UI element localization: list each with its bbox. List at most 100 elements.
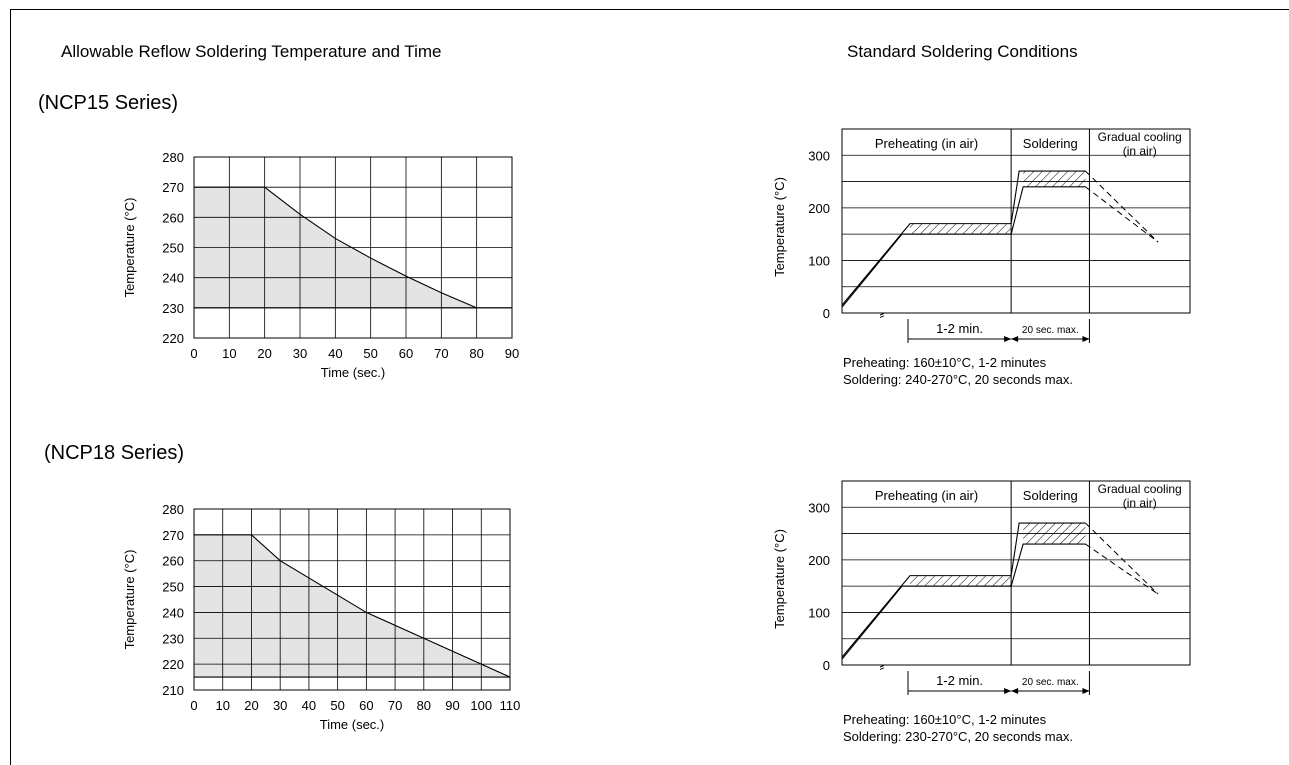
area-chart-2-plot-frame (193, 508, 511, 691)
soldering-diagram-2-cooling-dashed (1085, 522, 1159, 595)
area-chart-2-limit-curve (194, 534, 511, 678)
area-chart-2-ytick-label: 270 (162, 528, 184, 543)
area-chart-1-xtick-label: 20 (257, 346, 271, 361)
area-chart-2-xtick-label: 70 (388, 698, 402, 713)
soldering-diagram-1-dim-arrowhead (1004, 336, 1012, 342)
area-chart-1-ytick-label: 250 (162, 241, 184, 256)
soldering-diagram-2-ytick-label: 100 (808, 605, 830, 620)
soldering-diagram-1-ytick-label: 0 (823, 306, 830, 321)
soldering-note: Soldering: 230-270°C, 20 seconds max. (843, 729, 1073, 744)
soldering-diagram-2-dim-arrowhead (1004, 688, 1012, 694)
soldering-diagram-2-dim-label-solder: 20 sec. max. (1022, 677, 1079, 688)
area-chart-2-ytick-label: 240 (162, 605, 184, 620)
area-chart-1-ytick-label: 270 (162, 180, 184, 195)
area-chart-2-xtick-label: 30 (273, 698, 287, 713)
area-chart-2-xtick-label: 0 (190, 698, 197, 713)
area-chart-2-ytick-label: 280 (162, 502, 184, 517)
page-frame-top (10, 9, 1289, 10)
area-chart-1-ytick-label: 230 (162, 301, 184, 316)
area-chart-1-ytick-label: 240 (162, 271, 184, 286)
soldering-diagram-2-preheat-hatch (910, 575, 1012, 587)
soldering-diagram-1-ytick-label: 100 (808, 253, 830, 268)
area-chart-1-x-axis-label: Time (sec.) (321, 365, 386, 380)
area-chart-2-xtick-label: 80 (417, 698, 431, 713)
area-chart-2-xtick-label: 40 (302, 698, 316, 713)
right-section-heading: Standard Soldering Conditions (847, 42, 1078, 61)
soldering-diagram-2-ytick-label: 300 (808, 500, 830, 515)
standard-conditions-notes-2: Preheating: 160±10°C, 1-2 minutes Solder… (843, 711, 1073, 745)
soldering-diagram-1-profile-upper (841, 170, 1086, 306)
soldering-diagram-2-dim-arrowhead (1082, 688, 1090, 694)
soldering-diagram-1-solder-hatch (1023, 171, 1086, 187)
soldering-diagram-2-phase-label-cooling-sub: (in air) (1123, 496, 1157, 510)
soldering-diagram-2-dim-arrowhead (1011, 688, 1019, 694)
area-chart-1-ytick-label: 260 (162, 210, 184, 225)
area-chart-1-plot-frame (193, 156, 513, 339)
area-chart-2-ytick-label: 260 (162, 554, 184, 569)
area-chart-1-xtick-label: 80 (469, 346, 483, 361)
area-chart-2-xtick-label: 60 (359, 698, 373, 713)
soldering-diagram-1-cooling-dashed (1085, 186, 1159, 243)
area-chart-2-ytick-label: 250 (162, 580, 184, 595)
area-chart-2-allowable-area (194, 534, 510, 678)
area-chart-2-xtick-label: 10 (215, 698, 229, 713)
page-frame-left (10, 9, 11, 765)
soldering-diagram-2-frame (841, 480, 1191, 666)
soldering-diagram-1-dim-arrowhead (1082, 336, 1090, 342)
soldering-diagram-1-ytick-label: 300 (808, 148, 830, 163)
soldering-diagram-2-cooling-dashed (1085, 543, 1159, 595)
preheating-note: Preheating: 160±10°C, 1-2 minutes (843, 355, 1047, 370)
area-chart-1-ytick-label: 220 (162, 331, 184, 346)
soldering-diagram-1-dim-arrowhead (1011, 336, 1019, 342)
area-chart-1-xtick-label: 90 (505, 346, 519, 361)
area-chart-2-ytick-label: 210 (162, 683, 184, 698)
area-chart-2-xtick-label: 50 (330, 698, 344, 713)
area-chart-2-y-axis-label: Temperature (°C) (122, 550, 137, 650)
area-chart-1-xtick-label: 30 (293, 346, 307, 361)
soldering-diagram-2-ytick-label: 200 (808, 553, 830, 568)
soldering-diagram-2-phase-label-soldering: Soldering (1023, 488, 1078, 503)
soldering-diagram-1-phase-label-cooling: Gradual cooling (1098, 130, 1182, 144)
soldering-diagram-2-phase-label-preheating: Preheating (in air) (875, 488, 978, 503)
soldering-diagram-2-profile-lower (841, 543, 1086, 660)
soldering-diagram-2-axis-break-mark: ⸗ (880, 658, 885, 674)
area-chart-1-xtick-label: 0 (190, 346, 197, 361)
area-chart-2-xtick-label: 20 (244, 698, 258, 713)
ncp15-series-label: (NCP15 Series) (38, 92, 179, 114)
soldering-diagram-1-dim-label-solder: 20 sec. max. (1022, 325, 1079, 336)
soldering-diagram-1-frame (841, 128, 1191, 314)
area-chart-2-ytick-label: 220 (162, 657, 184, 672)
soldering-diagram-1-phase-label-soldering: Soldering (1023, 136, 1078, 151)
area-chart-1-xtick-label: 60 (399, 346, 413, 361)
soldering-note: Soldering: 240-270°C, 20 seconds max. (843, 372, 1073, 387)
area-chart-1-xtick-label: 40 (328, 346, 342, 361)
soldering-diagram-2-profile-upper (841, 522, 1086, 658)
area-chart-1-ytick-label: 280 (162, 150, 184, 165)
area-chart-2-xtick-label: 100 (470, 698, 492, 713)
area-chart-1-xtick-label: 70 (434, 346, 448, 361)
area-chart-1-limit-curve (194, 186, 477, 309)
soldering-diagram-1-profile-lower (841, 186, 1086, 308)
soldering-diagram-1-y-axis-label: Temperature (°C) (772, 177, 787, 277)
soldering-diagram-1-ytick-label: 200 (808, 201, 830, 216)
soldering-diagram-2-solder-hatch (1023, 523, 1086, 545)
area-chart-1-xtick-label: 10 (222, 346, 236, 361)
soldering-diagram-2-y-axis-label: Temperature (°C) (772, 529, 787, 629)
left-section-heading: Allowable Reflow Soldering Temperature a… (61, 42, 442, 61)
area-chart-1-xtick-label: 50 (363, 346, 377, 361)
area-chart-1-y-axis-label: Temperature (°C) (122, 198, 137, 298)
area-chart-2-xtick-label: 90 (445, 698, 459, 713)
soldering-diagram-1-phase-label-preheating: Preheating (in air) (875, 136, 978, 151)
preheating-note: Preheating: 160±10°C, 1-2 minutes (843, 712, 1047, 727)
soldering-diagram-1-axis-break-mark: ⸗ (880, 306, 885, 322)
area-chart-2-ytick-label: 230 (162, 631, 184, 646)
soldering-diagram-1-phase-label-cooling-sub: (in air) (1123, 144, 1157, 158)
soldering-diagram-2-ytick-label: 0 (823, 658, 830, 673)
soldering-diagram-1-dim-label-preheat: 1-2 min. (936, 321, 983, 336)
soldering-diagram-2-dim-label-preheat: 1-2 min. (936, 673, 983, 688)
area-chart-2-xtick-label: 110 (500, 698, 521, 713)
ncp18-series-label: (NCP18 Series) (44, 442, 185, 464)
soldering-diagram-1-cooling-dashed (1085, 170, 1159, 243)
area-chart-2-x-axis-label: Time (sec.) (320, 717, 385, 732)
